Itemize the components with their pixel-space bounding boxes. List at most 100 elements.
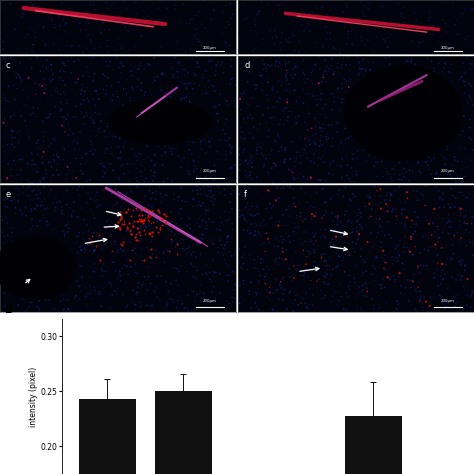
Point: [280, 286, 287, 293]
Point: [464, 43, 472, 51]
Point: [328, 45, 335, 53]
Point: [457, 73, 465, 81]
Point: [72, 16, 80, 24]
Point: [133, 288, 141, 296]
Point: [334, 263, 341, 270]
Point: [169, 264, 177, 271]
Point: [131, 234, 139, 241]
Point: [49, 75, 57, 83]
Point: [414, 214, 422, 221]
Point: [52, 84, 60, 91]
Point: [282, 285, 289, 293]
Point: [102, 91, 110, 98]
Point: [282, 229, 289, 237]
Point: [397, 9, 405, 17]
Point: [135, 76, 142, 83]
Point: [201, 135, 209, 143]
Point: [281, 146, 289, 154]
Point: [322, 264, 330, 271]
Point: [395, 157, 403, 164]
Point: [101, 240, 109, 248]
Point: [336, 281, 344, 288]
Point: [341, 268, 348, 276]
Point: [132, 152, 139, 160]
Point: [174, 152, 182, 160]
Point: [345, 28, 352, 36]
Point: [238, 128, 246, 136]
Point: [14, 265, 21, 273]
Point: [416, 76, 424, 83]
Point: [246, 68, 253, 76]
Point: [83, 157, 91, 165]
Point: [320, 125, 328, 132]
Point: [178, 65, 185, 73]
Point: [301, 291, 309, 298]
Point: [356, 139, 364, 147]
Point: [45, 190, 53, 198]
Point: [380, 125, 387, 132]
Point: [254, 210, 262, 218]
Point: [362, 280, 369, 287]
Point: [298, 21, 305, 28]
Point: [348, 195, 356, 202]
Point: [366, 66, 374, 73]
Point: [461, 145, 468, 152]
Point: [159, 193, 166, 201]
Point: [202, 269, 210, 277]
Point: [411, 75, 419, 83]
Point: [19, 242, 27, 249]
Point: [335, 200, 342, 207]
Point: [309, 229, 316, 237]
Point: [169, 177, 176, 184]
Point: [442, 28, 449, 36]
Point: [324, 11, 331, 18]
Point: [354, 308, 361, 316]
Point: [135, 212, 142, 219]
Point: [55, 46, 63, 54]
Point: [387, 191, 394, 199]
Point: [119, 112, 127, 119]
Point: [135, 179, 143, 187]
Point: [329, 71, 337, 79]
Point: [210, 269, 218, 277]
Point: [150, 172, 157, 180]
Point: [444, 171, 451, 178]
Point: [119, 235, 127, 242]
Point: [41, 196, 48, 203]
Point: [135, 231, 143, 239]
Point: [34, 202, 41, 210]
Point: [118, 242, 126, 250]
Point: [172, 244, 179, 252]
Point: [22, 204, 29, 211]
Point: [435, 84, 442, 91]
Point: [191, 72, 199, 79]
Point: [201, 60, 208, 68]
Point: [210, 283, 218, 291]
Point: [159, 59, 167, 66]
Point: [235, 287, 242, 295]
Point: [382, 231, 389, 238]
Point: [210, 177, 217, 184]
Point: [235, 151, 242, 159]
Point: [135, 224, 142, 232]
Point: [364, 132, 372, 139]
Point: [396, 183, 403, 191]
Point: [289, 185, 297, 193]
Point: [4, 160, 12, 168]
Point: [128, 145, 136, 153]
Point: [64, 57, 72, 64]
Point: [61, 145, 68, 153]
Point: [13, 179, 20, 186]
Point: [264, 187, 272, 194]
Point: [439, 16, 447, 24]
Point: [84, 228, 92, 235]
Point: [385, 218, 392, 226]
Point: [385, 231, 392, 238]
Point: [292, 11, 300, 18]
Point: [197, 20, 205, 28]
Point: [275, 194, 283, 201]
Point: [240, 182, 248, 190]
Point: [198, 137, 205, 145]
Point: [0, 287, 4, 295]
Point: [277, 233, 285, 240]
